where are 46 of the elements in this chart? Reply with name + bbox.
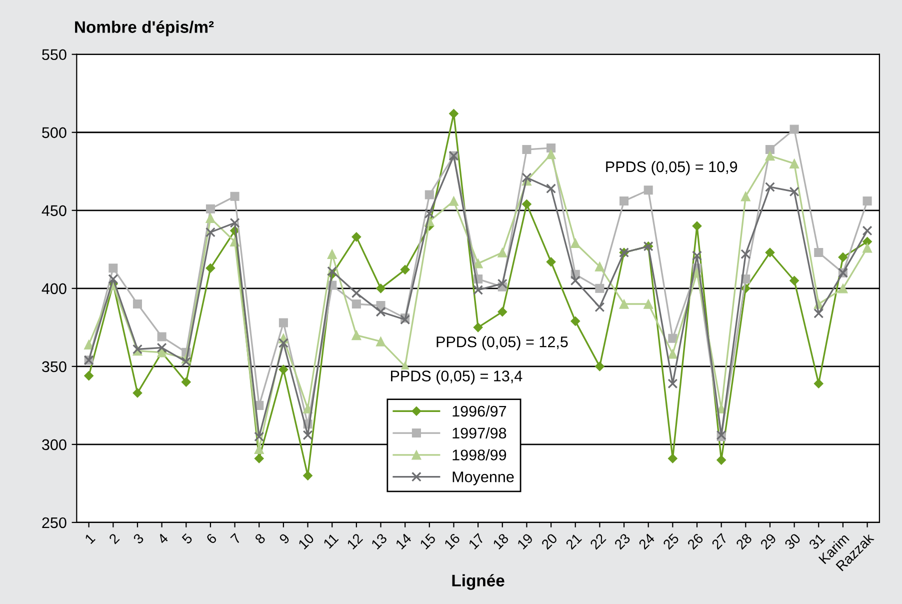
x-tick-label: 7 <box>230 533 242 544</box>
y-tick-label: 550 <box>42 49 66 60</box>
legend-label: 1997/98 <box>452 427 506 439</box>
x-tick-label: 19 <box>516 532 534 550</box>
annotation: PPDS (0,05) = 10,9 <box>606 160 738 176</box>
x-tick-label: 17 <box>468 533 485 550</box>
x-tick-label: 27 <box>711 532 728 550</box>
y-axis-title: Nombre d'épis/m² <box>75 20 214 36</box>
x-tick-label: 1 <box>84 533 96 544</box>
x-tick-label: 6 <box>206 532 218 544</box>
x-tick-label: 16 <box>444 532 461 550</box>
x-tick-label: 4 <box>156 532 169 545</box>
y-tick-label: 300 <box>42 439 66 450</box>
annotation: PPDS (0,05) = 13,4 <box>391 370 522 384</box>
x-tick-label: 26 <box>686 532 704 550</box>
x-axis-title: Lignée <box>452 574 504 590</box>
x-tick-label: 29 <box>760 532 777 550</box>
x-tick-label: 28 <box>735 532 752 550</box>
y-tick-label: 400 <box>42 283 66 294</box>
x-tick-label: 20 <box>540 532 558 550</box>
legend-label: 1998/99 <box>452 449 506 460</box>
x-tick-label: 5 <box>181 532 193 544</box>
x-tick-label: 12 <box>346 532 364 550</box>
x-tick-label: 21 <box>565 532 582 550</box>
x-tick-label: 30 <box>784 532 802 550</box>
x-tick-label: 22 <box>590 532 606 550</box>
y-tick-label: 250 <box>42 517 66 528</box>
x-tick-label: 15 <box>420 532 436 550</box>
x-tick-label: 14 <box>395 532 412 550</box>
x-tick-label: 3 <box>132 532 144 544</box>
x-tick-label: 8 <box>254 532 266 544</box>
x-tick-label: 2 <box>108 532 120 544</box>
legend-label: Moyenne <box>452 472 514 486</box>
x-tick-label: 18 <box>492 532 510 550</box>
legend-label: 1996/97 <box>452 405 506 417</box>
x-tick-label: 25 <box>662 532 680 550</box>
x-tick-label: 24 <box>638 532 656 550</box>
y-tick-label: 350 <box>42 361 66 372</box>
x-tick-label: 11 <box>323 533 339 549</box>
annotation: PPDS (0,05) = 12,5 <box>436 336 568 350</box>
x-tick-label: 10 <box>298 532 315 550</box>
x-tick-label: 9 <box>278 532 290 544</box>
y-tick-label: 450 <box>42 205 66 216</box>
x-tick-label: 13 <box>370 532 388 550</box>
y-tick-label: 500 <box>42 127 66 138</box>
x-tick-label: 23 <box>614 532 631 550</box>
